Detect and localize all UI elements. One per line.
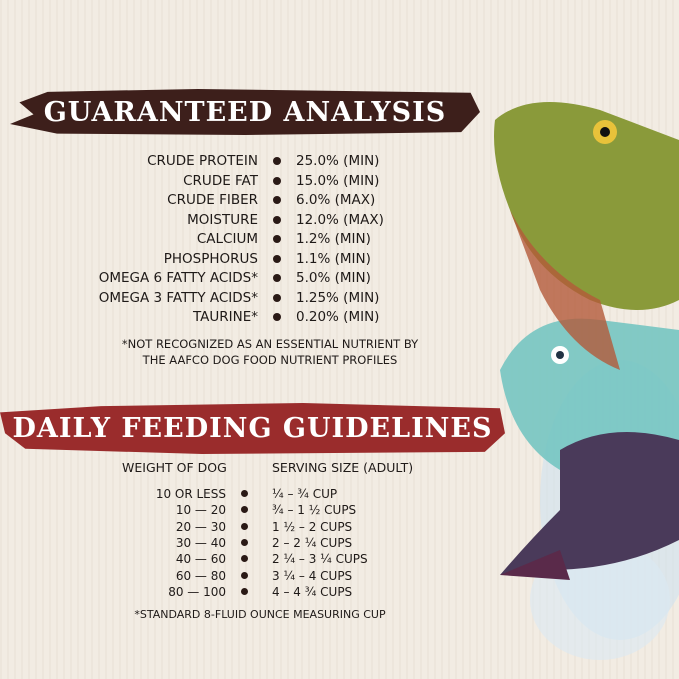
guaranteed-analysis-banner: GUARANTEED ANALYSIS [10,88,480,136]
nutrient-label: CRUDE FIBER [167,192,258,208]
serving-column-header: SERVING SIZE (ADULT) [272,460,414,475]
dog-weight: 30 — 40 [175,535,226,550]
nutrient-value: 15.0% (MIN) [296,172,380,189]
nutrient-label: OMEGA 3 FATTY ACIDS* [98,289,258,306]
bullet-icon [241,506,248,514]
serving-size: 1 ½ – 2 CUPS [272,519,353,534]
nutrient-label: MOISTURE [187,211,258,228]
dog-weight: 20 — 30 [175,519,226,534]
bullet-icon [273,215,281,224]
bullet-icon [273,293,281,302]
serving-size: 2 ¼ – 3 ¼ CUPS [272,552,368,567]
bullet-icon [273,274,281,282]
dog-weight: 10 — 20 [175,503,226,518]
bullet-icon [241,555,248,563]
dog-weight: 40 — 60 [175,552,226,567]
guaranteed-analysis-title: GUARANTEED ANALYSIS [43,96,447,128]
nutrient-label: PHOSPHORUS [163,250,258,267]
nutrient-label: CALCIUM [196,231,258,247]
nutrient-value: 1.1% (MIN) [296,250,371,267]
bullet-icon [273,235,281,243]
daily-feeding-banner: DAILY FEEDING GUIDELINES [0,403,505,454]
bullet-icon [241,522,248,530]
bullet-icon [273,313,281,321]
nutrient-value: 1.2% (MIN) [296,231,371,247]
footnote-line: *NOT RECOGNIZED AS AN ESSENTIAL NUTRIENT… [121,337,419,351]
daily-feeding-title: DAILY FEEDING GUIDELINES [12,412,493,444]
bullet-icon [241,538,248,546]
serving-size: ¾ – 1 ½ CUPS [272,503,357,518]
analysis-footnote: *NOT RECOGNIZED AS AN ESSENTIAL NUTRIENT… [60,336,480,368]
nutrient-label: CRUDE PROTEIN [147,153,258,169]
nutrient-value: 0.20% (MIN) [296,309,380,325]
nutrient-label: OMEGA 6 FATTY ACIDS* [98,270,258,286]
serving-size: 3 ¼ – 4 CUPS [272,568,353,583]
serving-size: 4 – 4 ¾ CUPS [272,584,353,599]
nutrient-value: 6.0% (MAX) [296,192,376,208]
fish-illustration [494,102,679,660]
dog-weight: 80 — 100 [168,584,226,599]
nutrient-label: TAURINE* [192,309,258,325]
weight-column-header: WEIGHT OF DOG [122,460,227,475]
nutrient-value: 12.0% (MAX) [296,211,384,228]
nutrient-value: 5.0% (MIN) [296,270,371,286]
nutrient-label: CRUDE FAT [183,172,258,189]
nutrient-value: 1.25% (MIN) [296,289,380,306]
bullet-icon [241,490,248,497]
serving-size: ¼ – ¾ CUP [272,487,338,501]
bullet-icon [273,196,281,204]
bullet-icon [241,571,248,579]
bullet-icon [273,176,281,185]
bullet-icon [273,157,281,165]
dog-weight: 10 OR LESS [155,487,226,501]
bullet-icon [241,587,248,595]
nutrient-value: 25.0% (MIN) [296,153,380,169]
bullet-icon [273,254,281,263]
dog-weight: 60 — 80 [175,568,226,583]
serving-size: 2 – 2 ¼ CUPS [272,535,353,550]
footnote-line: THE AAFCO DOG FOOD NUTRIENT PROFILES [142,353,398,367]
feeding-footnote: *STANDARD 8-FLUID OUNCE MEASURING CUP [134,608,386,621]
